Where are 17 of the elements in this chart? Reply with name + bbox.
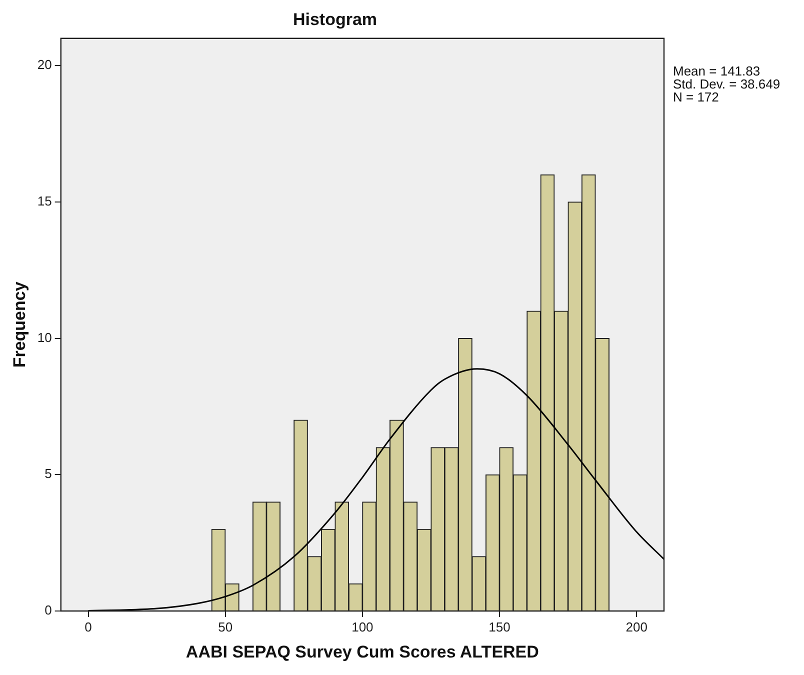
text: Std. Dev. = 38.649 <box>673 76 780 92</box>
y-tick-label: 0 <box>44 602 52 618</box>
x-axis-title: AABI SEPAQ Survey Cum Scores ALTERED <box>186 642 539 662</box>
line-series <box>88 368 665 612</box>
y-tick-label: 10 <box>37 330 52 345</box>
text: N = 172 <box>673 89 719 104</box>
text: Mean = 141.83 <box>673 63 760 78</box>
y-axis-title: Frequency <box>10 281 29 368</box>
x-tick-label: 100 <box>352 619 374 634</box>
x-tick-label: 150 <box>488 619 510 634</box>
x-tick-label: 50 <box>218 619 233 634</box>
chart-title: Histogram <box>292 10 378 29</box>
y-tick-label: 20 <box>37 57 52 72</box>
x-tick-label: 0 <box>84 619 92 634</box>
x-tick-label: 200 <box>626 619 648 634</box>
y-tick-label: 5 <box>44 466 52 482</box>
y-tick-label: 15 <box>37 194 52 209</box>
